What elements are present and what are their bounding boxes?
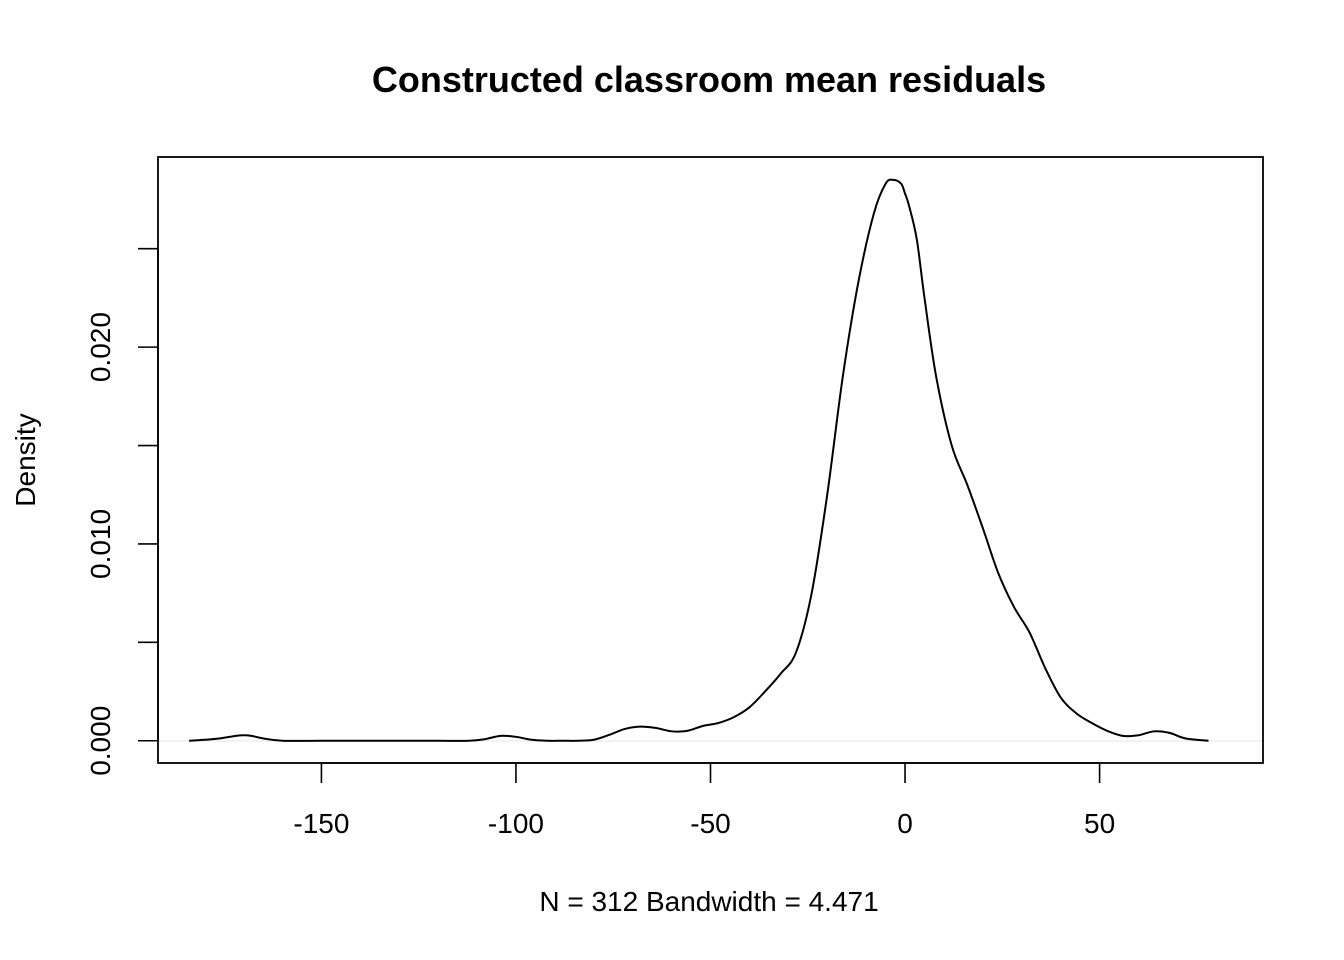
y-tick-label: 0.000 [85, 706, 116, 776]
x-axis: -150 -100 -50 0 50 [293, 762, 1115, 839]
density-curve [189, 178, 1209, 742]
y-tick-label: 0.020 [85, 312, 116, 382]
y-axis: 0.000 0.010 0.020 [85, 247, 159, 776]
x-tick-label: -150 [293, 808, 349, 839]
x-tick-label: 50 [1084, 808, 1115, 839]
x-tick-label: 0 [897, 808, 913, 839]
x-tick-label: -100 [488, 808, 544, 839]
plot-frame [157, 156, 1264, 764]
chart-title: Constructed classroom mean residuals [372, 59, 1046, 100]
y-tick-label: 0.010 [85, 509, 116, 579]
x-tick-label: -50 [690, 808, 730, 839]
x-axis-label: N = 312 Bandwidth = 4.471 [539, 886, 878, 917]
y-axis-label: Density [10, 413, 41, 506]
